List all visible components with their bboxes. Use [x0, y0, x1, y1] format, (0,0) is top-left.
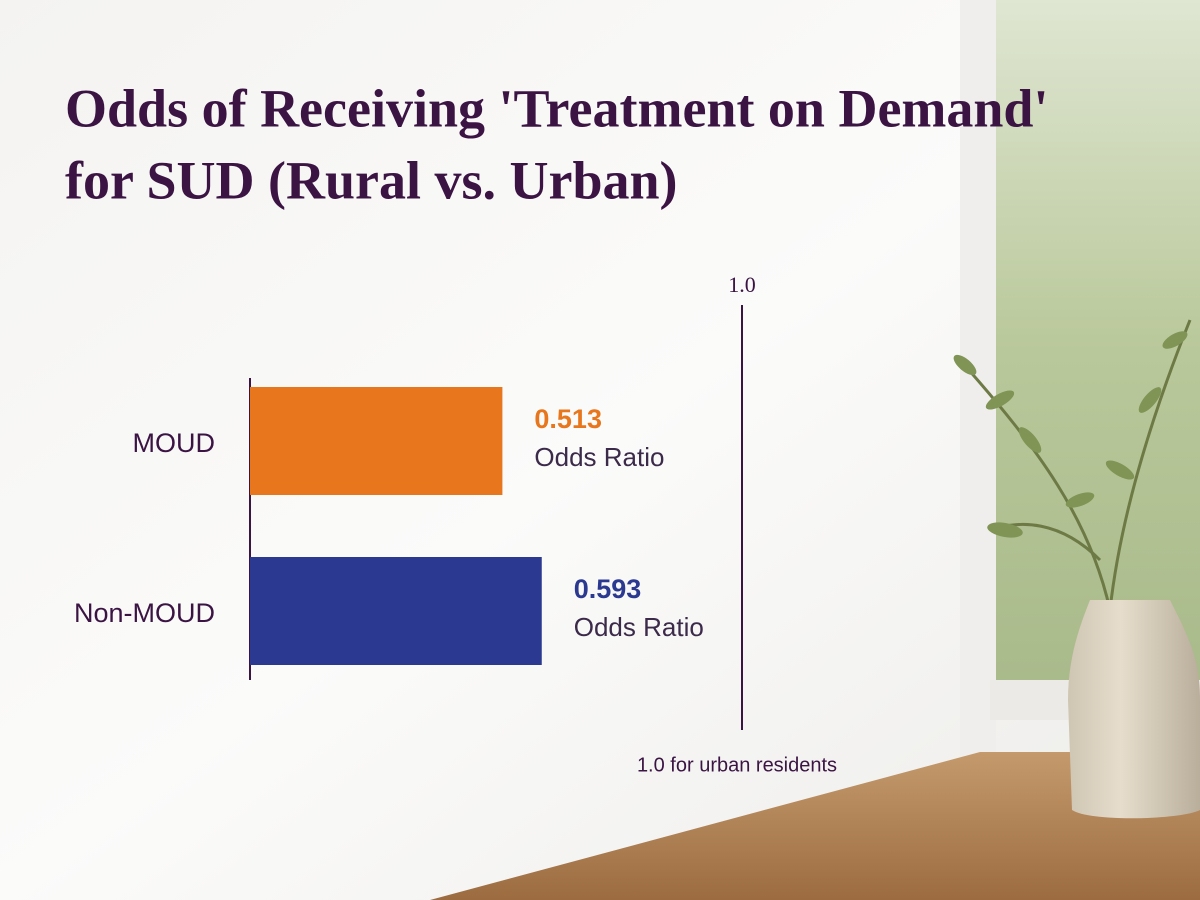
- value-caption: Odds Ratio: [534, 442, 664, 472]
- reference-label: 1.0: [728, 272, 756, 297]
- chart-title-line-2: for SUD (Rural vs. Urban): [65, 150, 678, 210]
- value-label: 0.593: [574, 574, 642, 604]
- bar: [250, 557, 542, 665]
- window-view: [990, 0, 1200, 700]
- vase: [1068, 600, 1200, 819]
- reference-note: 1.0 for urban residents: [637, 754, 837, 776]
- value-caption: Odds Ratio: [574, 612, 704, 642]
- table: [430, 752, 1200, 900]
- bar: [250, 387, 503, 495]
- category-label: MOUD: [133, 428, 216, 458]
- category-label: Non-MOUD: [74, 598, 215, 628]
- chart: MOUD 0.513 Odds Ratio Non-MOUD 0.593 Odds Rat…: [74, 272, 837, 776]
- value-label: 0.513: [534, 404, 602, 434]
- chart-title-line-1: Odds of Receiving 'Treatment on Demand': [65, 78, 1048, 138]
- leaves: [953, 331, 1188, 538]
